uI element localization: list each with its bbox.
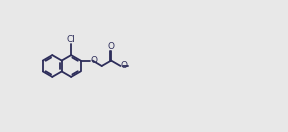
- Text: Cl: Cl: [67, 35, 75, 44]
- Text: O: O: [121, 62, 128, 70]
- Text: O: O: [90, 56, 97, 65]
- Text: O: O: [108, 42, 115, 51]
